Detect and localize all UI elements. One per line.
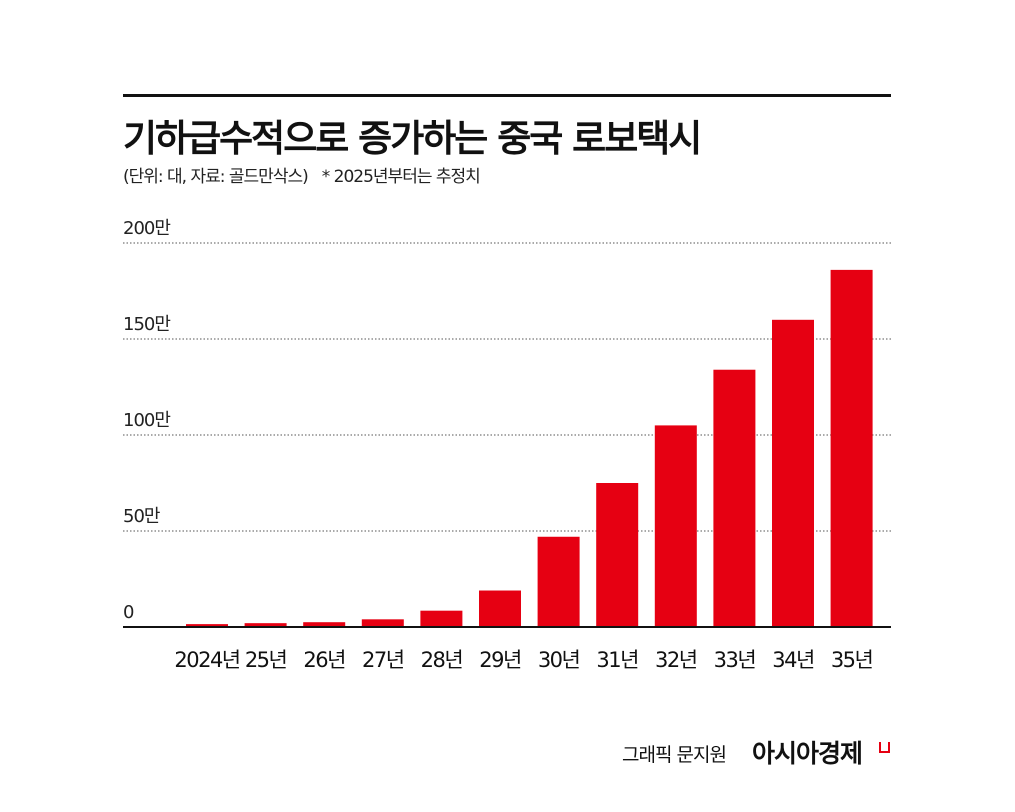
chart-subtitle: (단위: 대, 자료: 골드만삭스) * 2025년부터는 추정치 [123,162,481,187]
graphic-credit: 그래픽 문지원 [622,744,727,766]
x-tick-label: 34년 [772,648,814,672]
x-tick-label: 30년 [538,648,580,672]
y-tick-label: 200만 [123,218,170,239]
bar [830,269,873,627]
x-tick-label: 31년 [596,648,638,672]
bar [303,622,346,627]
x-tick-label: 35년 [831,648,873,672]
bar [596,483,639,627]
y-tick-label: 50만 [123,506,160,527]
x-tick-label: 33년 [714,648,756,672]
x-tick-label: 26년 [303,648,345,672]
estimate-note: * 2025년부터는 추정치 [321,167,481,187]
brand-logo: 아시아경제 [752,739,863,768]
bar [479,590,521,627]
x-tick-label: 27년 [362,648,404,672]
x-tick-label: 25년 [245,648,287,672]
bar [420,610,463,627]
bar [244,623,287,627]
bar [537,536,580,627]
y-tick-label: 100만 [123,410,170,431]
bar [713,369,756,627]
brand-mark-icon [879,742,890,753]
bar [186,624,228,627]
top-rule [123,94,891,97]
x-tick-label: 29년 [479,648,521,672]
chart-title: 기하급수적으로 증가하는 중국 로보택시 [123,117,702,160]
x-tick-label: 32년 [655,648,697,672]
bar [654,425,697,627]
y-tick-label: 0 [123,602,134,623]
y-tick-label: 150만 [123,314,170,335]
unit-source: (단위: 대, 자료: 골드만삭스) [123,167,309,187]
bar [772,319,814,627]
x-tick-label: 2024년 [174,648,239,672]
bar [361,619,404,627]
x-tick-label: 28년 [421,648,463,672]
